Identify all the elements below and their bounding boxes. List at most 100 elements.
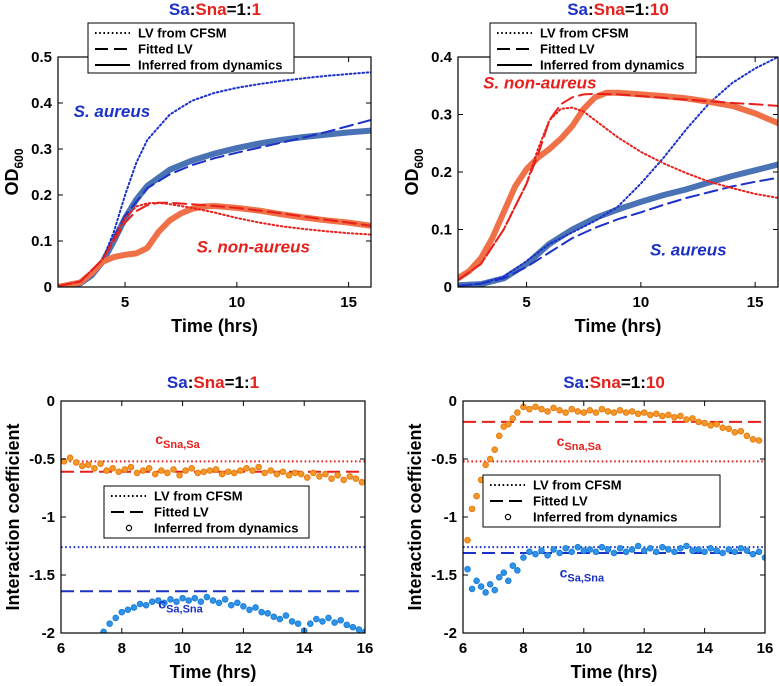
data-point xyxy=(550,546,557,553)
y-axis-label: Interaction coefficient xyxy=(405,423,425,610)
data-point xyxy=(731,429,739,436)
data-point xyxy=(598,405,606,413)
legend-entry: Fitted LV xyxy=(154,505,209,520)
data-point xyxy=(136,600,144,608)
data-point xyxy=(133,469,141,477)
data-point xyxy=(158,467,165,474)
title-part: Sa xyxy=(567,0,588,19)
data-point xyxy=(212,466,220,473)
series-line xyxy=(458,92,778,282)
data-point xyxy=(182,467,189,474)
data-point xyxy=(194,469,202,477)
data-point xyxy=(106,620,113,628)
data-point xyxy=(285,471,293,479)
legend-entry: Fitted LV xyxy=(138,42,193,57)
legend-entry: LV from CFSM xyxy=(540,26,629,41)
data-point xyxy=(695,418,702,426)
data-point xyxy=(115,468,123,476)
data-point xyxy=(659,412,666,420)
data-point xyxy=(604,408,612,415)
x-tick-label: 12 xyxy=(235,640,252,657)
data-point xyxy=(72,459,80,466)
data-point xyxy=(224,468,232,476)
data-point xyxy=(486,455,494,463)
data-point xyxy=(610,409,618,416)
data-point xyxy=(142,601,150,609)
data-point xyxy=(500,569,508,576)
data-point xyxy=(306,620,314,628)
data-point xyxy=(185,597,192,604)
legend-entry: Inferred from dynamics xyxy=(138,58,283,73)
data-point xyxy=(78,462,86,470)
series-line xyxy=(458,161,778,287)
y-tick-label: 0.4 xyxy=(31,95,53,112)
series-line xyxy=(458,176,778,287)
legend-entry: Inferred from dynamics xyxy=(154,521,299,536)
data-point xyxy=(121,466,129,473)
data-point xyxy=(66,454,74,462)
x-tick-label: 14 xyxy=(296,640,313,657)
title-part: =1: xyxy=(625,0,650,19)
data-point xyxy=(725,425,733,433)
data-point xyxy=(197,598,205,605)
data-point xyxy=(127,463,135,471)
data-point xyxy=(154,597,162,604)
data-point xyxy=(468,585,476,593)
plot-area xyxy=(58,71,371,287)
data-point xyxy=(659,543,666,551)
data-point xyxy=(482,461,489,469)
data-point xyxy=(677,545,684,552)
data-point xyxy=(276,615,284,623)
coefficient-annotation: cSna,Sa xyxy=(155,431,200,451)
data-point xyxy=(683,416,690,423)
data-point xyxy=(234,599,241,607)
data-point xyxy=(646,411,654,419)
series-line xyxy=(458,89,778,282)
x-axis-label: Time (hrs) xyxy=(171,316,258,336)
data-point xyxy=(731,548,739,556)
title-part: : xyxy=(188,373,194,392)
data-point xyxy=(509,562,517,570)
legend-entry: Inferred from dynamics xyxy=(540,58,685,73)
data-point xyxy=(464,536,471,544)
data-point xyxy=(628,408,636,415)
panel-title: Sa:Sna=1:10 xyxy=(563,373,665,392)
species-annotation: S. aureus xyxy=(650,240,727,259)
data-point xyxy=(761,554,765,561)
data-point xyxy=(100,628,107,633)
data-point xyxy=(361,628,365,633)
y-tick-label: 0.2 xyxy=(31,187,52,204)
data-point xyxy=(628,546,636,553)
data-point xyxy=(616,545,624,552)
data-point xyxy=(473,492,480,500)
series-line xyxy=(58,201,371,287)
data-point xyxy=(713,420,720,428)
data-point xyxy=(173,598,180,605)
data-point xyxy=(677,412,684,420)
x-tick-label: 14 xyxy=(696,640,713,657)
data-point xyxy=(640,409,648,416)
data-point xyxy=(358,478,365,486)
y-tick-label: 0.5 xyxy=(31,49,52,66)
data-point xyxy=(562,545,569,552)
title-part: Sa xyxy=(169,0,190,19)
coefficient-annotation: cSna,Sa xyxy=(557,433,602,453)
x-tick-label: 15 xyxy=(747,294,764,311)
data-point xyxy=(325,614,332,622)
data-point xyxy=(509,415,517,422)
species-annotation: S. aureus xyxy=(74,102,151,121)
legend-entry: Fitted LV xyxy=(540,42,595,57)
data-point xyxy=(622,409,630,416)
data-point xyxy=(464,565,471,573)
legend-entry: Inferred from dynamics xyxy=(533,510,678,525)
data-point xyxy=(112,614,120,622)
y-tick-label: 0 xyxy=(449,393,457,410)
data-point xyxy=(252,604,259,611)
data-point xyxy=(538,405,545,413)
title-part: 10 xyxy=(650,0,669,19)
data-point xyxy=(322,470,329,478)
data-point xyxy=(495,574,503,581)
data-point xyxy=(719,549,727,557)
data-point xyxy=(148,598,156,605)
